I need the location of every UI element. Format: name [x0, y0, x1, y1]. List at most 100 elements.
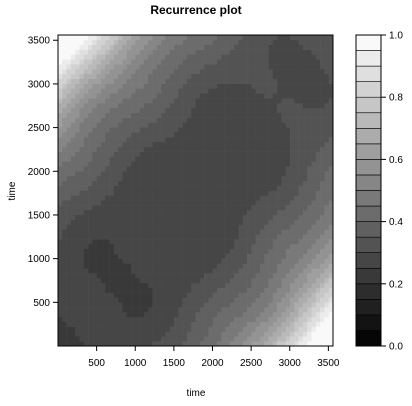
heatmap-cell: [281, 321, 287, 327]
heatmap-cell: [315, 282, 321, 288]
heatmap-cell: [208, 117, 213, 123]
heatmap-cell: [195, 180, 201, 186]
heatmap-cell: [131, 243, 136, 250]
heatmap-cell: [165, 146, 171, 152]
heatmap-cell: [165, 83, 171, 89]
heatmap-cell: [247, 287, 252, 293]
heatmap-cell: [70, 146, 76, 152]
heatmap-cell: [247, 248, 252, 254]
heatmap-cell: [118, 263, 123, 269]
heatmap-cell: [199, 234, 205, 240]
heatmap-cell: [225, 117, 231, 123]
heatmap-cell: [178, 297, 183, 303]
heatmap-cell: [212, 229, 218, 235]
heatmap-cell: [169, 88, 175, 94]
heatmap-cell: [182, 132, 188, 138]
heatmap-cell: [92, 239, 97, 245]
heatmap-cell: [131, 229, 136, 235]
heatmap-cell: [83, 282, 89, 288]
heatmap-cell: [169, 117, 175, 123]
heatmap-cell: [208, 49, 213, 55]
heatmap-cell: [281, 64, 287, 70]
heatmap-cell: [174, 117, 179, 123]
heatmap-cell: [225, 341, 231, 347]
heatmap-cell: [66, 253, 72, 259]
heatmap-cell: [311, 132, 317, 138]
heatmap-cell: [62, 311, 67, 318]
heatmap-cell: [161, 44, 166, 50]
heatmap-cell: [328, 273, 334, 279]
heatmap-cell: [259, 273, 265, 279]
heatmap-cell: [311, 214, 317, 220]
heatmap-cell: [285, 44, 291, 50]
heatmap-cell: [242, 64, 248, 70]
heatmap-cell: [216, 229, 222, 235]
heatmap-cell: [122, 282, 128, 288]
heatmap-cell: [251, 35, 256, 41]
heatmap-cell: [58, 39, 63, 46]
heatmap-cell: [156, 73, 162, 80]
heatmap-cell: [302, 195, 308, 201]
heatmap-cell: [328, 137, 334, 143]
heatmap-cell: [88, 292, 93, 298]
heatmap-cell: [83, 73, 89, 80]
heatmap-cell: [70, 69, 76, 75]
heatmap-cell: [131, 93, 136, 99]
heatmap-cell: [182, 224, 188, 230]
heatmap-cell: [122, 156, 128, 162]
heatmap-cell: [152, 277, 158, 284]
heatmap-cell: [178, 88, 183, 94]
heatmap-cell: [320, 122, 325, 128]
heatmap-cell: [122, 195, 128, 201]
heatmap-cell: [247, 180, 252, 186]
heatmap-cell: [169, 239, 175, 245]
heatmap-cell: [298, 64, 304, 70]
heatmap-cell: [324, 107, 330, 114]
heatmap-cell: [79, 282, 85, 288]
heatmap-cell: [58, 341, 63, 347]
heatmap-cell: [298, 297, 304, 303]
heatmap-cell: [191, 137, 196, 143]
heatmap-cell: [174, 282, 179, 288]
heatmap-cell: [96, 292, 102, 298]
heatmap-cell: [109, 78, 115, 84]
heatmap-cell: [92, 282, 97, 288]
heatmap-cell: [174, 49, 179, 55]
heatmap-cell: [307, 141, 312, 148]
heatmap-cell: [324, 243, 330, 250]
heatmap-cell: [178, 224, 183, 230]
heatmap-cell: [294, 127, 299, 133]
heatmap-cell: [294, 258, 299, 264]
heatmap-cell: [204, 171, 209, 177]
heatmap-cell: [58, 243, 63, 250]
heatmap-cell: [264, 321, 269, 327]
heatmap-cell: [307, 137, 312, 143]
heatmap-cell: [75, 103, 80, 109]
heatmap-cell: [88, 73, 93, 80]
heatmap-cell: [92, 49, 97, 55]
heatmap-cell: [195, 83, 201, 89]
heatmap-cell: [182, 35, 188, 41]
heatmap-cell: [169, 307, 175, 313]
heatmap-cell: [152, 273, 158, 279]
heatmap-cell: [148, 292, 153, 298]
colorbar-level: [355, 34, 382, 51]
heatmap-cell: [70, 64, 76, 70]
heatmap-cell: [216, 59, 222, 65]
heatmap-cell: [315, 107, 321, 114]
heatmap-cell: [161, 98, 166, 104]
heatmap-cell: [285, 253, 291, 259]
heatmap-cell: [320, 161, 325, 167]
y-tick-label: 3000: [28, 79, 51, 90]
heatmap-cell: [96, 326, 102, 332]
heatmap-cell: [174, 326, 179, 332]
heatmap-cell: [143, 287, 149, 293]
heatmap-cell: [169, 190, 175, 196]
heatmap-cell: [302, 224, 308, 230]
heatmap-cell: [259, 54, 265, 60]
heatmap-cell: [178, 336, 183, 342]
heatmap-cell: [199, 117, 205, 123]
heatmap-cell: [328, 307, 334, 313]
heatmap-cell: [320, 224, 325, 230]
heatmap-cell: [315, 83, 321, 89]
